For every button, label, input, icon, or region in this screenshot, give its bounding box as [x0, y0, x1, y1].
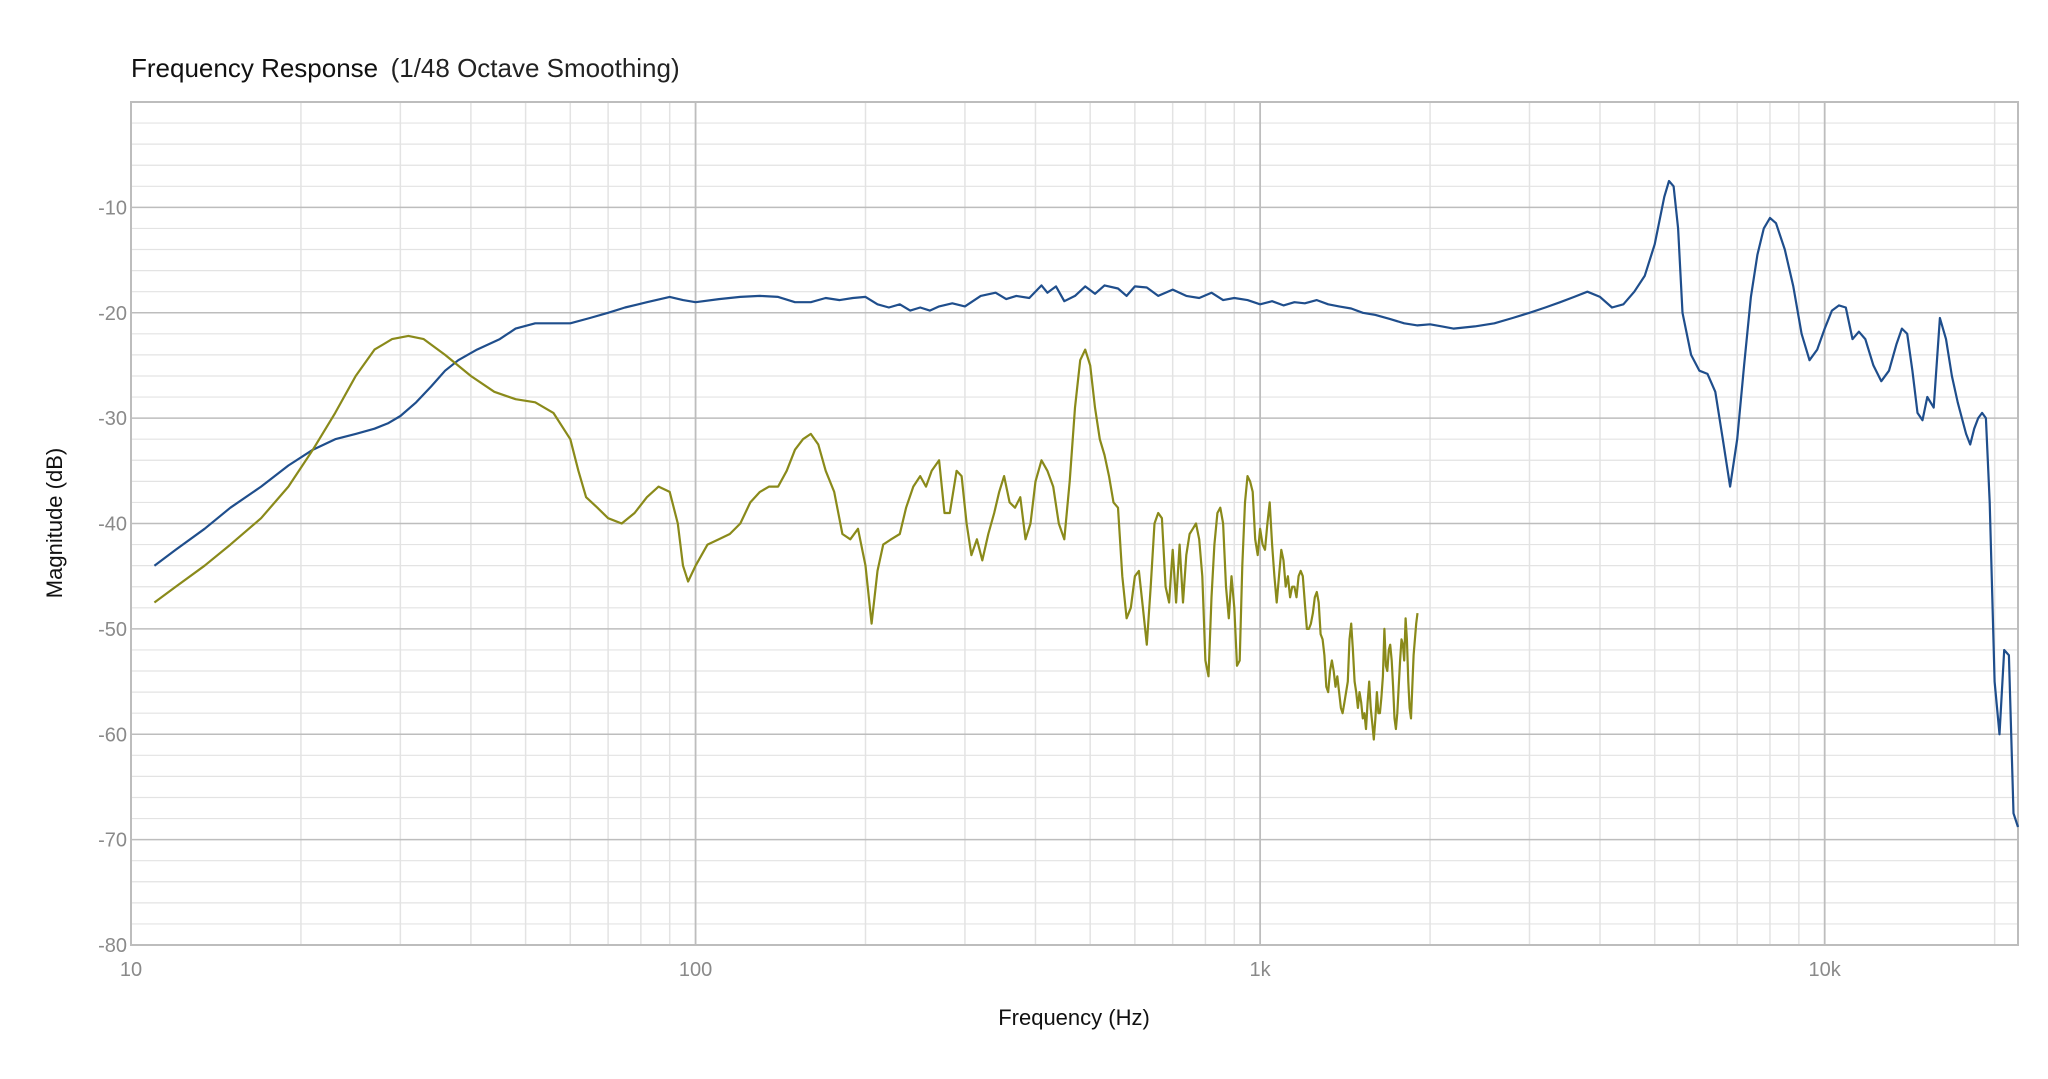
chart-title-main: Frequency Response — [131, 53, 378, 83]
x-tick-label: 10 — [120, 959, 142, 981]
y-tick-label: -20 — [98, 303, 127, 325]
series-layer — [153, 179, 2020, 828]
y-tick-label: -70 — [98, 830, 127, 852]
y-axis-label: Magnitude (dB) — [42, 448, 67, 598]
chart-title: Frequency Response (1/48 Octave Smoothin… — [131, 53, 680, 83]
x-tick-label: 10k — [1809, 959, 1842, 981]
y-tick-label: -10 — [98, 197, 127, 219]
y-tick-label: -40 — [98, 514, 127, 536]
major-gridlines — [131, 102, 2018, 945]
x-tick-label: 1k — [1250, 959, 1272, 981]
minor-gridlines — [131, 102, 2018, 945]
series-line-1 — [153, 179, 2020, 828]
x-axis-ticks: 10 100 1k 10k — [120, 959, 1842, 981]
plot-frame — [130, 101, 2019, 946]
y-tick-label: -30 — [98, 408, 127, 430]
y-axis-ticks: -10 -20 -30 -40 -50 -60 -70 -80 — [98, 197, 127, 957]
x-tick-label: 100 — [679, 959, 712, 981]
series-line-2 — [153, 334, 1419, 741]
y-tick-label: -60 — [98, 724, 127, 746]
y-tick-label: -80 — [98, 935, 127, 957]
y-tick-label: -50 — [98, 619, 127, 641]
x-axis-label: Frequency (Hz) — [998, 1005, 1150, 1030]
chart-subtitle: (1/48 Octave Smoothing) — [391, 53, 680, 83]
